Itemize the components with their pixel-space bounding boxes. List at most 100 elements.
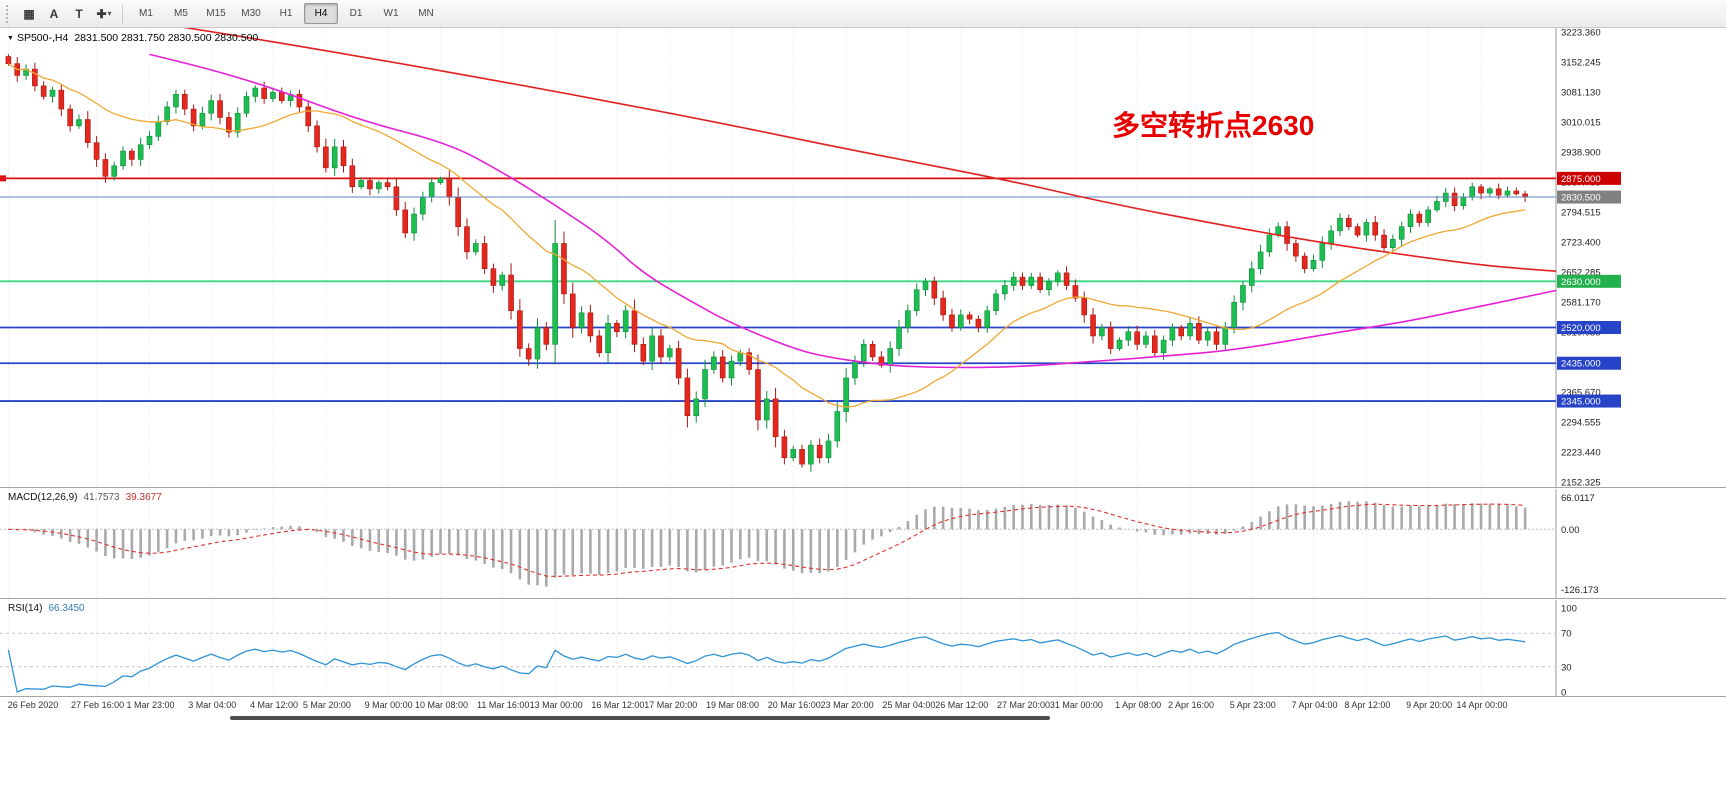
candle bbox=[1381, 234, 1387, 248]
candle bbox=[384, 182, 391, 188]
price-chart-panel[interactable]: 3223.360 3152.245 3081.130 3010.015 2938.900… bbox=[0, 28, 1726, 487]
candle bbox=[234, 112, 241, 133]
candle bbox=[323, 146, 329, 169]
candle bbox=[1125, 331, 1132, 341]
candle bbox=[1257, 251, 1264, 269]
timeframe-button-w1[interactable]: W1 bbox=[383, 8, 399, 19]
time-axis-label: 4 Mar 12:00 bbox=[249, 700, 298, 710]
candle bbox=[1107, 327, 1114, 349]
macd-name: MACD(12,26,9) bbox=[8, 492, 78, 503]
time-axis-label: 5 Mar 20:00 bbox=[302, 700, 351, 710]
text-tool-icon[interactable]: T bbox=[75, 6, 83, 21]
candle bbox=[1425, 209, 1431, 223]
candle bbox=[40, 85, 47, 97]
time-axis-label: 31 Mar 00:00 bbox=[1049, 700, 1103, 710]
time-axis-label: 26 Mar 12:00 bbox=[935, 700, 989, 710]
time-axis-label: 23 Mar 20:00 bbox=[820, 700, 874, 710]
time-axis-label: 19 Mar 08:00 bbox=[705, 700, 760, 710]
candle bbox=[719, 356, 726, 379]
draw-tool-button[interactable]: ✚ ▾ bbox=[92, 3, 116, 25]
candle bbox=[102, 159, 109, 177]
candle bbox=[190, 108, 197, 127]
svg-text:2345.000: 2345.000 bbox=[1561, 397, 1601, 408]
candle bbox=[1010, 276, 1017, 286]
chart-grid-icon[interactable]: ▦ bbox=[23, 6, 35, 21]
rsi-panel[interactable]: 100 70 30 0 bbox=[0, 600, 1726, 696]
svg-text:3223.360: 3223.360 bbox=[1561, 28, 1601, 39]
svg-text:2830.500: 2830.500 bbox=[1561, 193, 1601, 204]
svg-text:2723.400: 2723.400 bbox=[1561, 238, 1601, 249]
candle bbox=[349, 165, 356, 188]
panel-divider[interactable] bbox=[0, 487, 1726, 490]
candle bbox=[596, 335, 603, 354]
panel-divider[interactable] bbox=[0, 598, 1726, 601]
timeframe-button-mn[interactable]: MN bbox=[418, 8, 434, 19]
candle bbox=[1081, 297, 1088, 316]
time-axis-label: 17 Mar 20:00 bbox=[644, 700, 698, 710]
candle bbox=[1451, 192, 1458, 206]
price-tag bbox=[1557, 190, 1621, 204]
toolbar-drag-handle[interactable] bbox=[6, 4, 13, 23]
timeframe-button-m5[interactable]: M5 bbox=[174, 8, 188, 19]
collapse-triangle-icon[interactable]: ▼ bbox=[7, 35, 14, 42]
candle bbox=[693, 398, 700, 417]
candle bbox=[1099, 327, 1105, 337]
candle bbox=[455, 196, 461, 227]
candle bbox=[1248, 268, 1255, 286]
timeframe-button-h1[interactable]: H1 bbox=[279, 8, 293, 19]
candle bbox=[1151, 335, 1158, 354]
svg-text:2938.900: 2938.900 bbox=[1561, 148, 1601, 159]
candle bbox=[1513, 190, 1520, 195]
timeframe-button-m30[interactable]: M30 bbox=[241, 8, 261, 19]
timeframe-button-m15[interactable]: M15 bbox=[206, 8, 226, 19]
chart-annotation-text[interactable]: 多空转折点2630 bbox=[1112, 110, 1315, 141]
candle bbox=[1363, 222, 1370, 236]
candle bbox=[1187, 323, 1193, 337]
candle bbox=[164, 106, 170, 122]
candle bbox=[1390, 238, 1396, 248]
macd-panel[interactable]: 66.0117 0.00 -126.173 bbox=[0, 489, 1726, 598]
cursor-tool-icon[interactable]: A bbox=[49, 6, 59, 21]
rsi-value: 66.3450 bbox=[48, 603, 85, 614]
horizontal-scrollbar-thumb[interactable] bbox=[230, 716, 1050, 720]
candle bbox=[446, 178, 453, 198]
candle bbox=[561, 243, 567, 295]
candle bbox=[517, 310, 523, 349]
time-axis-label: 16 Mar 12:00 bbox=[591, 700, 645, 710]
candle bbox=[1266, 234, 1273, 253]
candle bbox=[569, 293, 576, 328]
candle bbox=[226, 117, 232, 133]
candle bbox=[534, 327, 541, 360]
draw-tool-icon: ✚ bbox=[96, 6, 107, 21]
time-axis: 26 Feb 2020 27 Feb 16:00 1 Mar 23:00 3 Mar … bbox=[0, 697, 1726, 714]
time-axis-label: 26 Feb 2020 bbox=[7, 700, 59, 710]
timeframe-button-h4[interactable]: H4 bbox=[304, 3, 338, 24]
candle bbox=[525, 348, 532, 360]
quote-ohlc-label: 2831.500 2831.750 2830.500 2830.500 bbox=[74, 32, 259, 44]
candle bbox=[508, 274, 514, 312]
svg-text:2152.325: 2152.325 bbox=[1561, 478, 1601, 488]
time-axis-label: 27 Mar 20:00 bbox=[996, 700, 1051, 710]
svg-text:2294.555: 2294.555 bbox=[1561, 418, 1601, 429]
candle bbox=[1116, 339, 1123, 349]
candle bbox=[1169, 327, 1176, 341]
candle bbox=[887, 348, 894, 366]
candle bbox=[261, 87, 267, 99]
candle bbox=[1063, 272, 1070, 286]
svg-text:2435.000: 2435.000 bbox=[1561, 359, 1601, 370]
candle bbox=[314, 125, 320, 148]
candle bbox=[1328, 230, 1334, 244]
candle bbox=[1398, 226, 1405, 240]
candle bbox=[543, 327, 550, 345]
candle bbox=[217, 100, 223, 118]
timeframe-button-d1[interactable]: D1 bbox=[349, 8, 363, 19]
rsi-name: RSI(14) bbox=[8, 603, 43, 614]
candle bbox=[728, 360, 735, 379]
candle bbox=[931, 281, 938, 299]
candle bbox=[111, 165, 118, 177]
time-axis-label: 1 Apr 08:00 bbox=[1115, 700, 1162, 710]
candle bbox=[614, 323, 620, 333]
timeframe-button-m1[interactable]: M1 bbox=[139, 8, 153, 19]
candle bbox=[984, 310, 991, 328]
